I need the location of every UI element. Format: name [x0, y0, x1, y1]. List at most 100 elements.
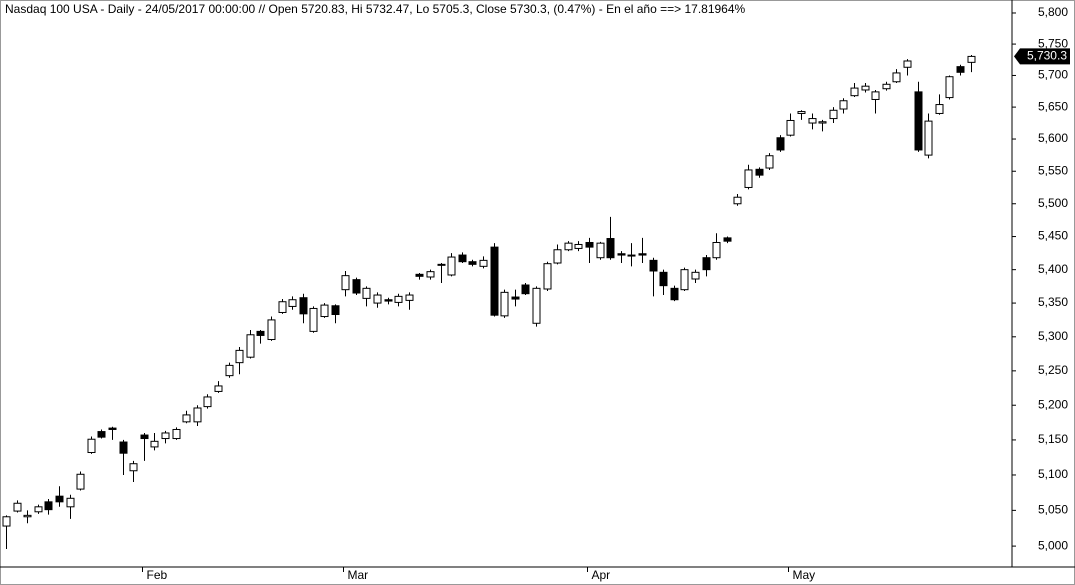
candle-body: [797, 111, 806, 114]
candle-body: [903, 60, 912, 68]
candle-body: [66, 497, 75, 508]
candle-body: [172, 428, 181, 440]
candle-body: [892, 72, 901, 83]
candle-body: [521, 284, 530, 295]
y-tick-label: 5,300: [1038, 329, 1068, 343]
candle-body: [150, 440, 159, 448]
chart-title: Nasdaq 100 USA - Daily - 24/05/2017 00:0…: [5, 2, 746, 16]
candle-body: [596, 242, 605, 259]
y-tick-label: 5,600: [1038, 131, 1068, 145]
candle-body: [34, 506, 43, 513]
candle-body: [193, 407, 202, 423]
candle-body: [352, 279, 361, 294]
candle-body: [203, 396, 212, 408]
candle-body: [362, 287, 371, 299]
candle-body: [23, 514, 32, 518]
candle-body: [426, 271, 435, 278]
candle-body: [585, 241, 594, 248]
candle-body: [13, 502, 22, 512]
candle-body: [914, 91, 923, 151]
candle-body: [818, 121, 827, 124]
candle-body: [945, 76, 954, 99]
candle-body: [341, 275, 350, 291]
y-tick-label: 5,700: [1038, 68, 1068, 82]
candle-body: [808, 118, 817, 124]
candle-body: [839, 100, 848, 110]
y-tick-label: 5,650: [1038, 99, 1068, 113]
y-tick-label: 5,800: [1038, 5, 1068, 19]
candle-body: [755, 168, 764, 176]
candle-body: [935, 104, 944, 114]
candle-body: [511, 296, 520, 300]
x-tick-label: Apr: [592, 568, 611, 582]
candle-body: [246, 334, 255, 358]
candle-body: [543, 263, 552, 290]
candle-body: [309, 307, 318, 332]
candle-body: [882, 83, 891, 90]
candle-body: [331, 305, 340, 316]
candle-body: [532, 287, 541, 324]
y-tick-label: 5,750: [1038, 36, 1068, 50]
y-tick-label: 5,550: [1038, 163, 1068, 177]
candle-body: [850, 87, 859, 97]
candle-body: [702, 257, 711, 271]
candle-body: [829, 109, 838, 120]
y-tick-label: 5,200: [1038, 397, 1068, 411]
y-tick-label: 5,100: [1038, 467, 1068, 481]
candle-body: [288, 299, 297, 307]
candle-body: [129, 463, 138, 472]
candle-body: [161, 432, 170, 440]
candle-body: [712, 241, 721, 259]
candle-body: [574, 243, 583, 249]
y-tick-label: 5,500: [1038, 196, 1068, 210]
candle-body: [140, 434, 149, 440]
candle-body: [44, 501, 53, 511]
candle-body: [744, 169, 753, 188]
candle-body: [468, 261, 477, 265]
candle-body: [437, 263, 446, 266]
y-tick-label: 5,350: [1038, 295, 1068, 309]
candle-body: [606, 238, 615, 259]
candle-body: [659, 271, 668, 287]
candle-body: [776, 137, 785, 151]
candle-body: [871, 91, 880, 100]
y-tick-label: 5,250: [1038, 363, 1068, 377]
candle-body: [278, 301, 287, 313]
candle-body: [108, 427, 117, 430]
candle-body: [956, 66, 965, 73]
y-tick-label: 5,000: [1038, 538, 1068, 552]
candle-body: [967, 55, 976, 63]
candle-body: [447, 256, 456, 276]
candle-body: [861, 85, 870, 91]
candle-body: [299, 297, 308, 315]
candle-body: [638, 253, 647, 256]
y-tick-label: 5,450: [1038, 229, 1068, 243]
candle-body: [76, 473, 85, 490]
candle-body: [394, 295, 403, 303]
candle-body: [670, 287, 679, 301]
candle-body: [649, 259, 658, 272]
last-price-marker: [1014, 48, 1070, 65]
candle-body: [405, 294, 414, 301]
candle-body: [87, 438, 96, 454]
y-tick-label: 5,050: [1038, 503, 1068, 517]
y-tick-label: 5,150: [1038, 432, 1068, 446]
candle-body: [564, 242, 573, 251]
candle-body: [924, 120, 933, 156]
candle-body: [55, 495, 64, 503]
y-tick-label: 5,400: [1038, 262, 1068, 276]
candle-body: [415, 273, 424, 277]
candle-body: [490, 246, 499, 316]
x-tick-label: Feb: [147, 568, 168, 582]
candle-body: [617, 253, 626, 256]
candle-body: [458, 254, 467, 263]
candle-body: [267, 319, 276, 341]
candle-body: [182, 414, 191, 423]
candle-body: [765, 155, 774, 169]
last-price-label: 5,730.3: [1027, 49, 1067, 63]
candle-body: [256, 330, 265, 336]
candle-body: [384, 299, 393, 302]
candle-body: [373, 294, 382, 304]
candle-body: [723, 237, 732, 242]
candle-body: [553, 249, 562, 264]
